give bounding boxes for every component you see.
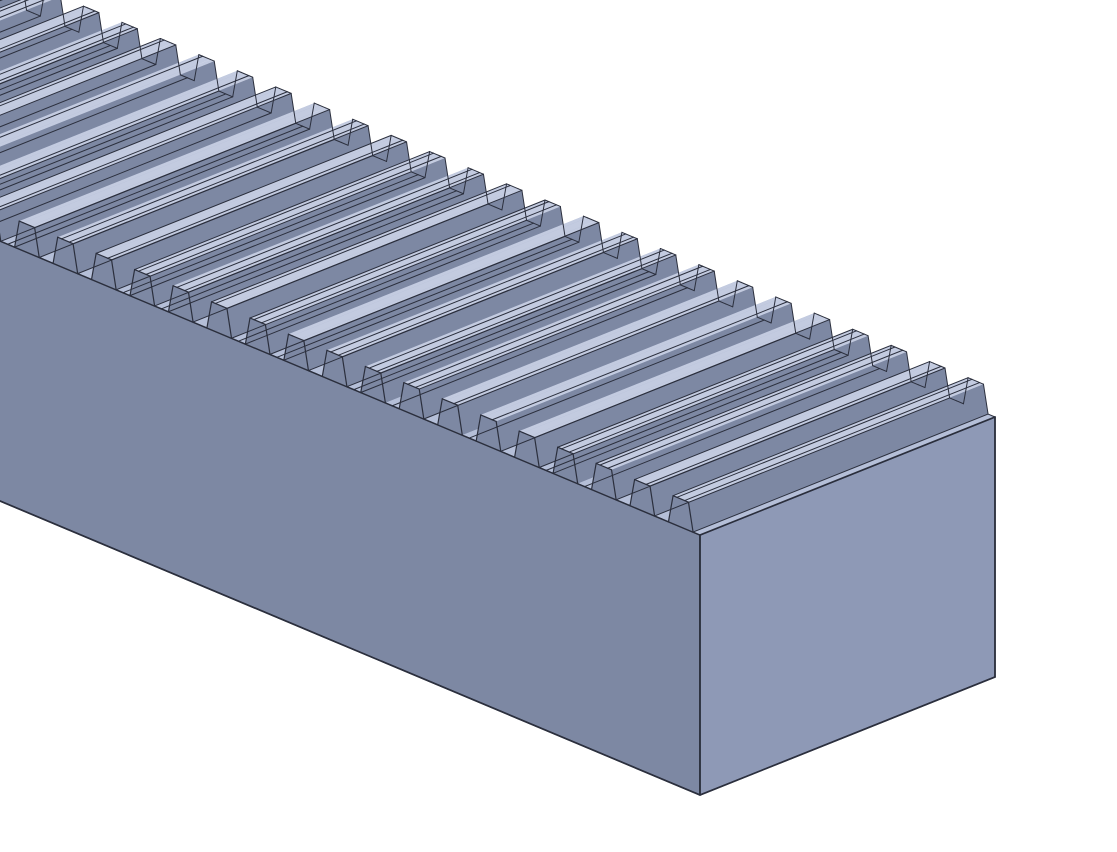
param-value-z2: 50 (70, 470, 260, 518)
param-label-L: L (0, 562, 70, 607)
param-row-L: L (0, 552, 395, 616)
panel-scrollbar-thumb[interactable] (365, 690, 395, 730)
param-row-z2: z2 50 (0, 462, 395, 526)
param-label-z2: z2 (0, 472, 70, 517)
param-input-L[interactable] (70, 560, 260, 608)
panel-scrollbar-track[interactable] (362, 250, 396, 852)
panel-top-card (0, 0, 395, 80)
param-row-b: b (0, 732, 395, 796)
parameters-section: z2 50 L b (0, 250, 395, 852)
param-input-b[interactable] (70, 740, 260, 788)
param-label-b: b (0, 742, 70, 787)
parameters-panel: z2 50 L b (0, 0, 398, 852)
